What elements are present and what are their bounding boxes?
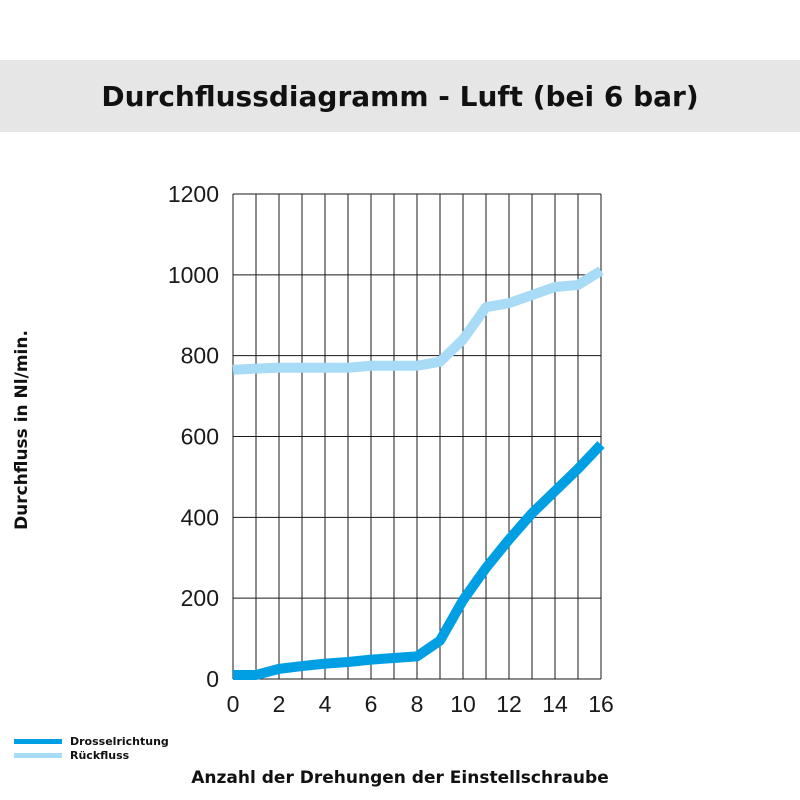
- series-lines: [232, 266, 605, 680]
- x-tick-label: 14: [542, 691, 568, 717]
- legend-swatch: [14, 738, 62, 744]
- series-line-r-ckfluss: [232, 266, 604, 375]
- x-tick-label: 8: [411, 691, 424, 717]
- x-tick-label: 12: [496, 691, 522, 717]
- series-line-drosselrichtung: [233, 441, 605, 680]
- legend-label: Rückfluss: [70, 748, 130, 762]
- y-tick-label: 0: [206, 666, 219, 692]
- x-axis-label: Anzahl der Drehungen der Einstellschraub…: [191, 768, 609, 788]
- legend-item-rueckfluss: Rückfluss: [14, 748, 169, 762]
- tick-labels: 0 2 4 6 8 10 12 14 16 0 200 400 600 800 1000 1200: [168, 181, 614, 717]
- x-tick-label: 16: [588, 691, 614, 717]
- y-tick-label: 1000: [168, 262, 219, 288]
- y-tick-label: 400: [181, 504, 219, 530]
- chart-title: Durchflussdiagramm - Luft (bei 6 bar): [101, 79, 699, 113]
- x-tick-label: 4: [319, 691, 332, 717]
- x-tick-label: 6: [365, 691, 378, 717]
- grid: [232, 193, 602, 680]
- y-tick-label: 200: [181, 585, 219, 611]
- title-bar: Durchflussdiagramm - Luft (bei 6 bar): [0, 60, 800, 132]
- legend-item-drosselrichtung: Drosselrichtung: [14, 734, 169, 748]
- x-tick-label: 0: [227, 691, 240, 717]
- y-tick-label: 600: [181, 424, 219, 450]
- y-tick-label: 1200: [168, 181, 219, 207]
- y-tick-label: 800: [181, 343, 219, 369]
- legend-label: Drosselrichtung: [70, 734, 169, 748]
- x-tick-label: 10: [450, 691, 476, 717]
- x-tick-label: 2: [273, 691, 286, 717]
- y-axis-label: Durchfluss in Nl/min.: [12, 330, 32, 530]
- legend-swatch: [14, 752, 62, 758]
- legend: Drosselrichtung Rückfluss: [14, 734, 169, 762]
